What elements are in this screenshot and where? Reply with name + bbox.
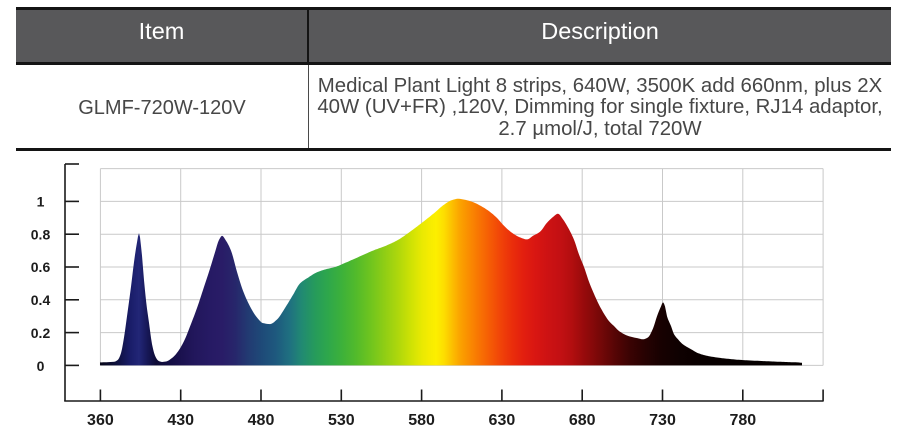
svg-text:0: 0 xyxy=(37,358,45,374)
svg-text:580: 580 xyxy=(408,412,435,429)
svg-text:430: 430 xyxy=(167,412,194,429)
svg-text:780: 780 xyxy=(729,412,756,429)
svg-text:680: 680 xyxy=(569,412,596,429)
svg-text:480: 480 xyxy=(248,412,275,429)
svg-text:630: 630 xyxy=(489,412,516,429)
svg-text:360: 360 xyxy=(87,412,114,429)
svg-text:730: 730 xyxy=(649,412,676,429)
svg-text:0.6: 0.6 xyxy=(31,259,51,275)
svg-text:0.8: 0.8 xyxy=(31,226,51,242)
svg-text:1: 1 xyxy=(37,193,45,209)
svg-text:0.4: 0.4 xyxy=(31,292,51,308)
svg-text:0.2: 0.2 xyxy=(31,325,51,341)
svg-text:530: 530 xyxy=(328,412,355,429)
